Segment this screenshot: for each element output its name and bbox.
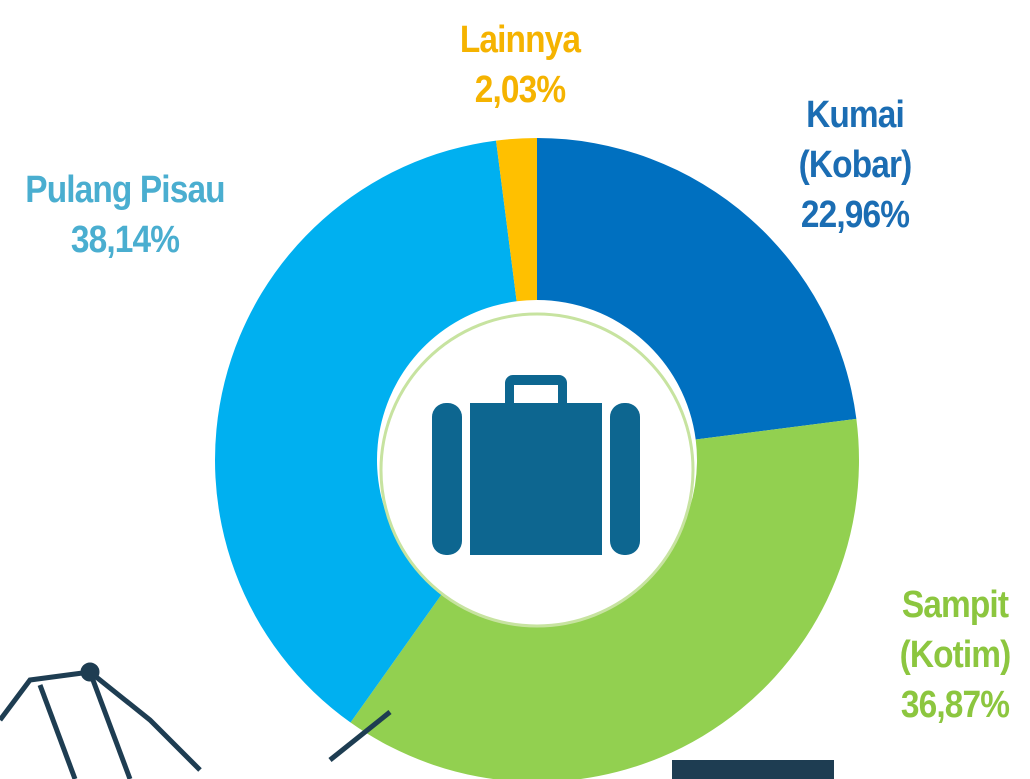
category-name: Lainnya [459, 19, 581, 61]
slice-label: Lainnya 2,03% [423, 15, 617, 115]
value-label: 36,87% [900, 684, 1010, 726]
donut-slice [496, 138, 537, 302]
value-label: 22,96% [800, 194, 910, 236]
donut-slice [537, 138, 857, 440]
value-label: 2,03% [474, 69, 566, 111]
category-name: Sampit (Kotim) [899, 584, 1012, 676]
category-name: Pulang Pisau [25, 169, 225, 211]
decoration-block [672, 760, 834, 779]
category-name: Kumai (Kobar) [798, 94, 913, 186]
decoration [0, 662, 392, 779]
donut [215, 138, 859, 779]
slice-label: Pulang Pisau 38,14% [6, 165, 244, 265]
slice-label: Sampit (Kotim) 36,87% [871, 580, 1030, 730]
donut-slice [350, 418, 859, 779]
value-label: 38,14% [70, 219, 180, 261]
donut-slice [215, 140, 517, 723]
slice-label: Kumai (Kobar) 22,96% [771, 90, 938, 240]
suitcase-icon [432, 375, 640, 555]
